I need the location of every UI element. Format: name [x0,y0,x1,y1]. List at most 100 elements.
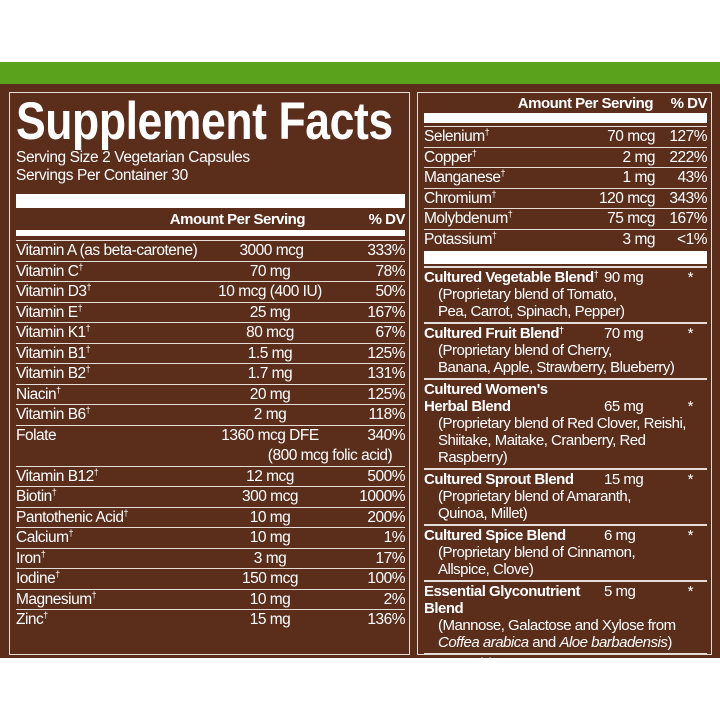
nutrient-name-text: Vitamin A (as beta-carotene) [16,242,198,259]
nutrient-row: Molybdenum† 75 mcg 167% [424,208,708,229]
nutrient-name: Vitamin A (as beta-carotene) [16,241,198,261]
nutrient-row: Vitamin B12† 12 mcg 500% [16,465,406,487]
blend-name-text: Herbal Blend [424,398,511,415]
spacer [16,446,255,466]
dagger-mark: † [77,302,83,313]
nutrient-dv: 136% [367,611,405,628]
nutrient-name-text: Molybdenum [424,210,508,227]
nutrient-row: Vitamin E† 25 mg 167% [16,301,406,323]
blend-amount: 5 mg [604,583,636,600]
blend-description: (Proprietary blend of Tomato, Pea, Carrot… [438,286,625,320]
nutrient-dv: <1% [677,230,707,248]
nutrient-name-text: Pantothenic Acid [16,508,124,526]
blend-amount: 65 mg [604,398,644,415]
nutrient-row: Vitamin D3† 10 mcg (400 IU) 50% [16,281,406,302]
nutrient-name: Magnesium† [16,590,195,610]
blend-description: (Proprietary blend of Amaranth, Quinoa, M… [438,488,631,522]
dagger-mark: † [85,405,91,415]
dv-header: % DV [368,210,406,228]
nutrient-dv: 43% [677,169,707,186]
blend-header: Cultured Fruit Blend† 70 mg * [424,325,707,342]
nutrient-amount: 12 mcg [246,467,294,485]
blend-amount: 6 mg [604,527,636,544]
blend-name: Essential Glyconutrient Blend [424,583,604,617]
nutrient-name: Astaxanthin [424,656,500,673]
nutrient-amount: 15 mg [249,611,291,628]
blend-name-text: Cultured Sprout Blend [424,471,574,488]
nutrient-list: Vitamin A (as beta-carotene) 3000 mcg 333%… [16,240,406,630]
nutrient-name: Niacin† [16,385,195,405]
nutrient-dv: 340% [367,426,405,444]
nutrient-name: Vitamin C† [16,262,195,282]
nutrient-dv: 17% [375,549,405,567]
dagger-mark: † [91,589,97,600]
dagger-mark: † [471,147,477,158]
page-title: Supplement Facts [16,92,393,151]
nutrient-dv: 100% [367,570,405,587]
nutrient-name: Vitamin B12† [16,467,195,487]
nutrient-name-text: Vitamin B1 [16,344,86,362]
nutrient-row: Zinc† 15 mg 136% [16,609,406,630]
divider-bar [16,230,405,236]
blend-item: Cultured Fruit Blend† 70 mg * (Proprietary … [424,322,707,378]
nutrient-dv: 50% [375,283,405,300]
nutrient-dv: 343% [669,189,707,207]
blend-item: Cultured Vegetable Blend† 90 mg * (Propriet… [424,266,707,322]
nutrient-name-text: Calcium [16,529,69,546]
blend-description: (Proprietary blend of Red Clover, Reishi… [438,415,686,466]
dagger-mark: † [123,507,128,518]
blend-dv: * [687,583,694,600]
divider-bar [424,113,707,123]
nutrient-row: Chromium† 120 mcg 343% [424,187,708,209]
dagger-mark: † [500,168,506,178]
nutrient-row: Potassium† 3 mg <1% [424,228,708,250]
nutrient-amount: 75 mcg [607,210,655,227]
blend-name: Cultured Fruit Blend† [424,325,604,342]
nutrient-row: Vitamin A (as beta-carotene) 3000 mcg 333% [16,240,406,261]
nutrient-dv: 125% [367,344,405,362]
nutrient-name-text: Manganese [424,169,501,186]
dagger-mark: † [93,466,99,477]
nutrient-dv: 167% [367,303,405,321]
nutrient-name-text: Vitamin B12 [16,467,94,485]
nutrient-name: Molybdenum† [424,209,573,229]
brand-band [0,62,720,84]
blend-item: Essential Glyconutrient Blend 5 mg * (Manno… [424,580,707,653]
nutrient-list: Selenium† 70 mcg 127% Copper† 2 mg 222% Mangan… [424,126,708,250]
nutrient-amount: 10 mg [249,508,291,526]
dagger-mark: † [86,282,92,292]
nutrient-row: Selenium† 70 mcg 127% [424,126,708,147]
nutrient-name-text: Selenium [424,128,485,145]
nutrient-dv: 222% [669,148,707,166]
nutrient-name-text: Vitamin C [16,262,79,280]
nutrient-row: Niacin† 20 mg 125% [16,383,406,405]
blend-description: (Proprietary blend of Cinnamon, Allspice,… [438,544,636,578]
blend-item: Cultured Women's Herbal Blend 65 mg * (Propr… [424,378,707,468]
nutrient-amount: 150 mcg [242,570,298,587]
nutrient-dv: 167% [669,210,707,227]
nutrient-amount: 3 mg [253,549,287,567]
footnote: * Daily Value (DV) not established [428,693,640,711]
divider-bar [424,676,707,692]
blend-name: Herbal Blend [424,398,604,415]
dv-header: % DV [670,94,708,112]
blend-header: Cultured Spice Blend 6 mg * [424,527,707,544]
dagger-mark: † [507,209,513,219]
nutrient-name-text: Copper [424,148,472,166]
nutrient-name: Manganese† [424,168,573,188]
nutrient-dv: 200% [367,508,405,526]
nutrient-dv: * [687,656,693,673]
nutrient-name-text: Niacin [16,385,57,403]
amount-header: Amount Per Serving [169,210,306,228]
column-header: Amount Per Serving % DV [16,208,406,230]
nutrient-amount: 20 mg [249,385,291,403]
dagger-mark: † [85,323,91,333]
nutrient-row: Vitamin C† 70 mg 78% [16,260,406,282]
blend-item: Cultured Sprout Blend 15 mg * (Proprietary … [424,468,707,524]
nutrient-dv: 127% [669,128,707,145]
nutrient-dv: 131% [367,365,405,382]
nutrient-name-text: Iron [16,549,41,567]
blend-list: Cultured Vegetable Blend† 90 mg * (Propriet… [424,266,707,653]
divider-bar [424,251,707,264]
dagger-mark: † [51,487,57,497]
